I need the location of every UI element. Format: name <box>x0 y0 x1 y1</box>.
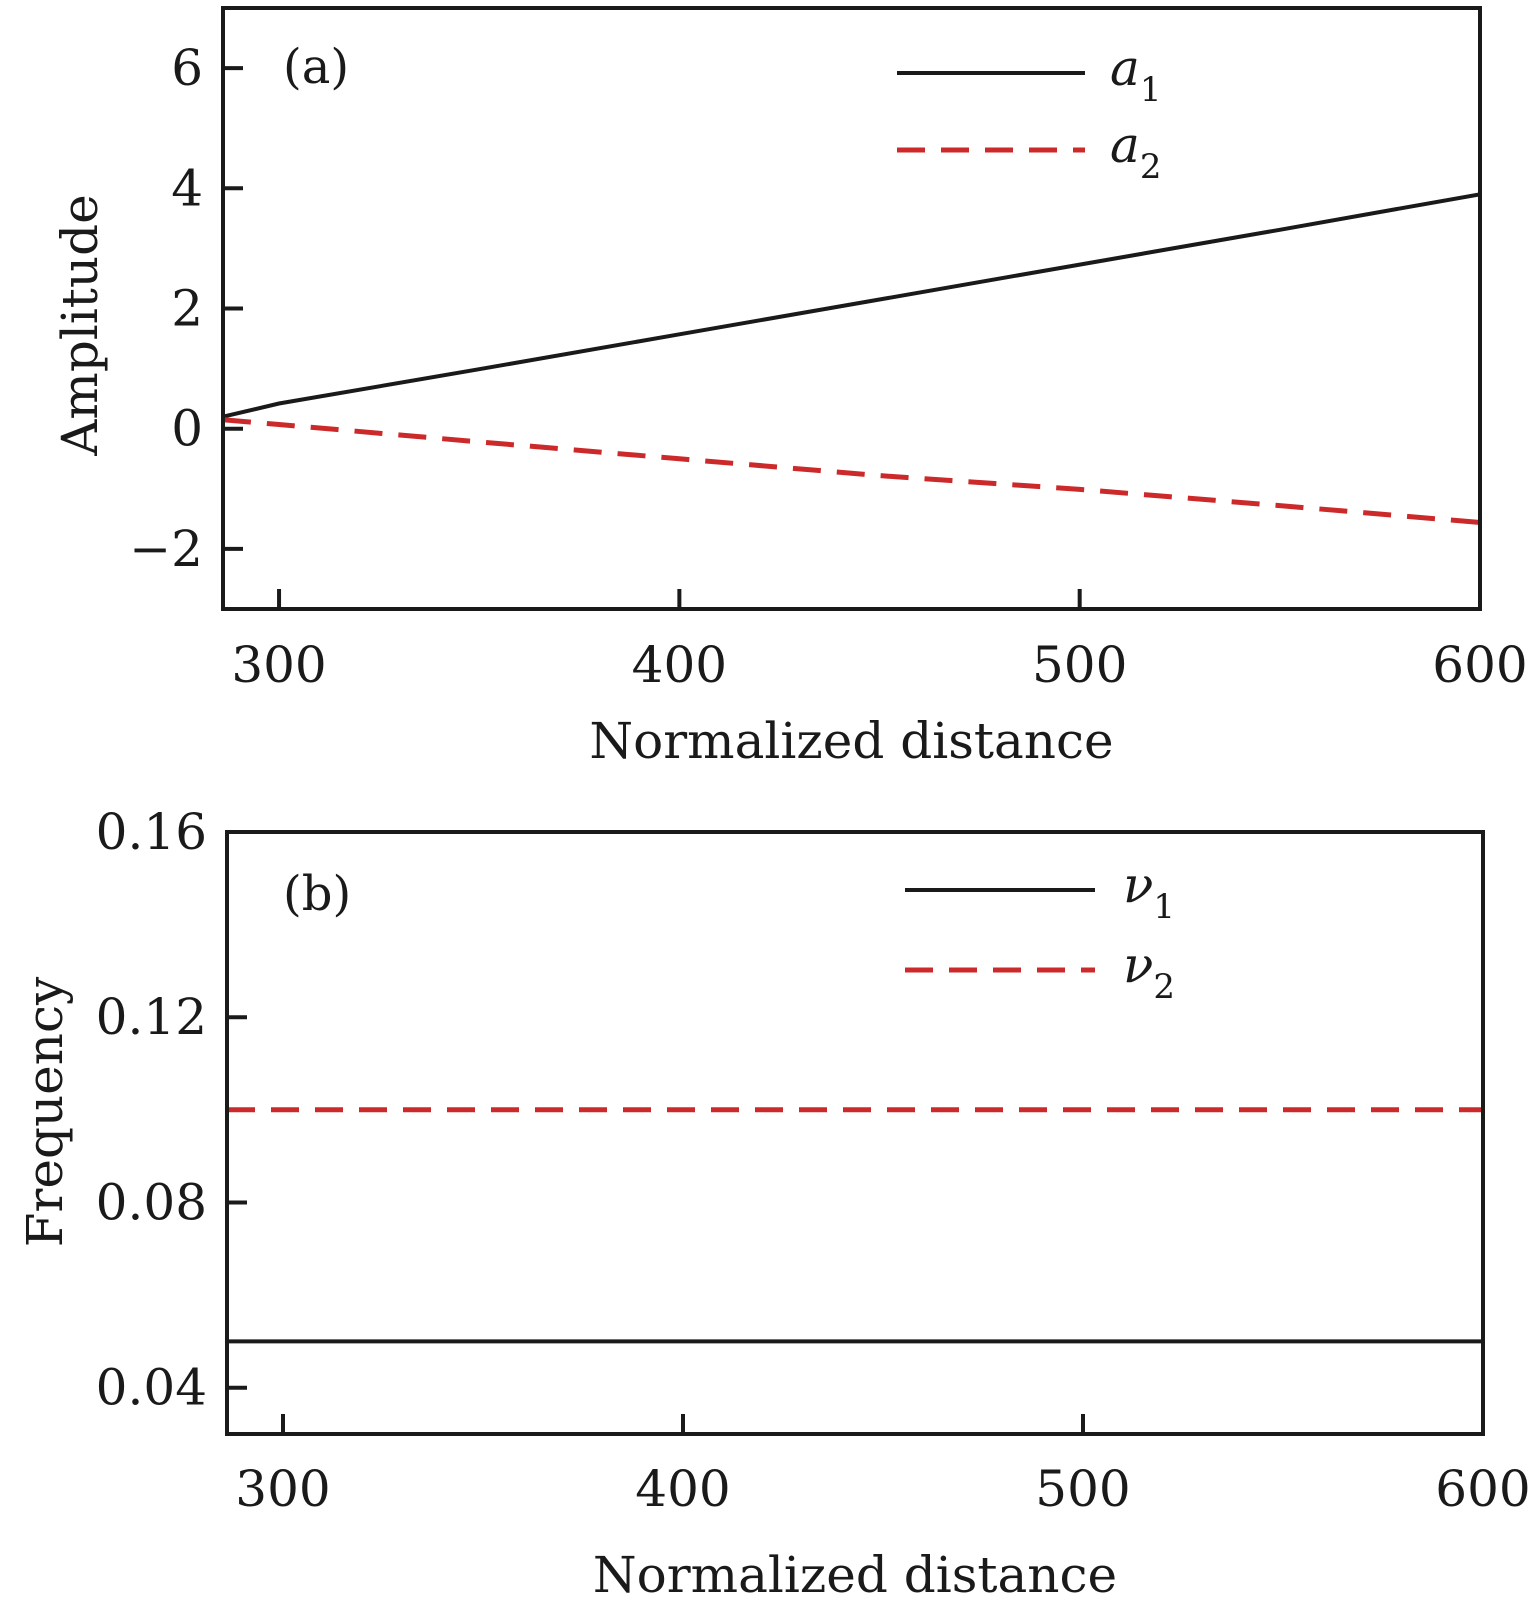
panel-label: (b) <box>283 866 351 922</box>
legend-subscript: 1 <box>1153 887 1175 927</box>
legend-label-1: a1 <box>1110 39 1161 110</box>
plot-frame <box>225 830 1485 1436</box>
x-tick-label: 500 <box>1035 1460 1130 1518</box>
x-tick-label: 600 <box>1435 1460 1530 1518</box>
y-tick-label: 0.12 <box>96 988 207 1046</box>
x-tick-label: 500 <box>1032 636 1127 694</box>
panel-label: (a) <box>283 39 349 95</box>
legend-subscript: 1 <box>1140 70 1162 110</box>
y-tick-label: 4 <box>171 159 203 217</box>
legend-subscript: 2 <box>1140 147 1162 187</box>
x-tick-label: 300 <box>231 636 326 694</box>
y-tick-label: 2 <box>171 280 203 338</box>
x-tick-label: 300 <box>235 1460 330 1518</box>
series-line-1 <box>223 192 1480 419</box>
legend-label-1: ν1 <box>1123 856 1175 927</box>
y-tick-label: 0.16 <box>96 803 207 861</box>
plot-frame <box>221 6 1482 611</box>
panel-b: 0.04 0.08 0.12 0.16 300 400 500 600 Normalized d… <box>16 803 1531 1600</box>
x-tick-label: 400 <box>632 636 727 694</box>
panel-a: −2 0 2 4 6 300 400 500 600 Normalized distance Amp… <box>51 6 1528 770</box>
series-line-2 <box>223 417 1480 525</box>
legend-label-2: a2 <box>1110 116 1161 187</box>
y-tick-label: 0.04 <box>96 1359 207 1417</box>
y-tick-label: 0.08 <box>96 1173 207 1231</box>
y-tick-label: 0 <box>171 400 203 458</box>
y-tick-label: −2 <box>129 520 203 578</box>
x-axis-label: Normalized distance <box>593 1546 1117 1600</box>
y-axis-label: Frequency <box>16 976 74 1247</box>
y-axis-label: Amplitude <box>51 194 109 456</box>
legend-label-2: ν2 <box>1123 936 1175 1007</box>
x-tick-label: 400 <box>635 1460 730 1518</box>
x-axis-label: Normalized distance <box>589 712 1113 770</box>
y-tick-label: 6 <box>171 39 203 97</box>
x-tick-label: 600 <box>1432 636 1527 694</box>
legend-subscript: 2 <box>1153 967 1175 1007</box>
